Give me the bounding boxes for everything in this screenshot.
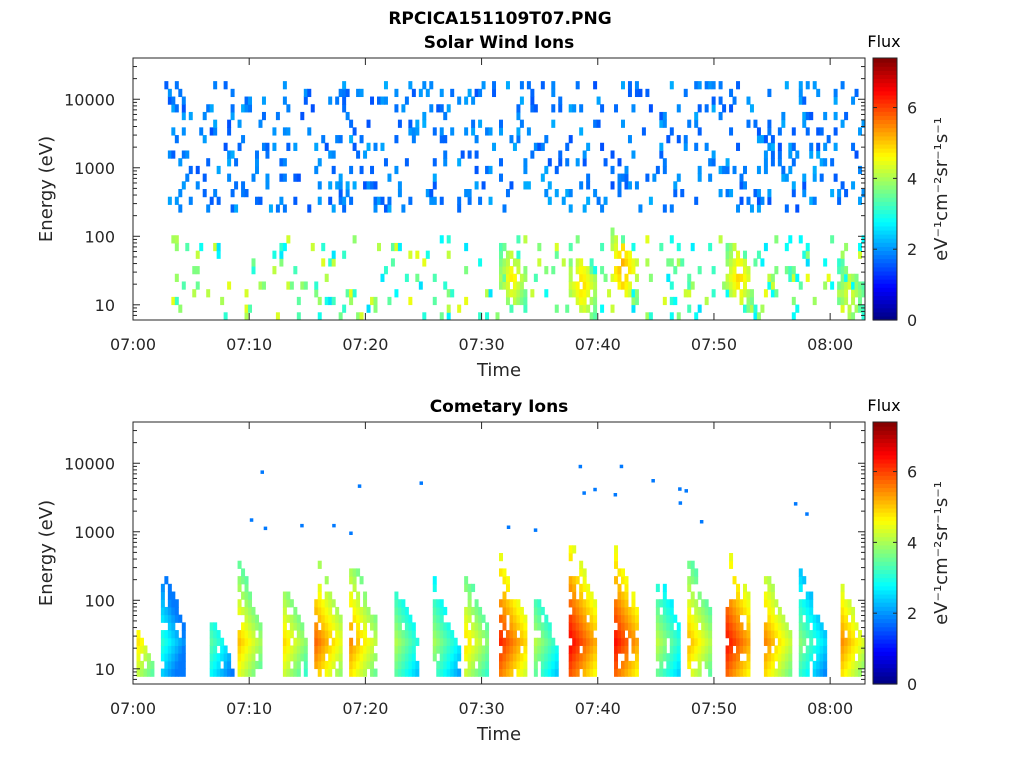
- colorbar-tick-label: 4: [907, 533, 917, 552]
- x-axis-label: Time: [476, 360, 521, 381]
- x-tick-label: 07:20: [342, 335, 388, 354]
- y-tick-label: 10000: [64, 90, 115, 109]
- y-axis-label: Energy (eV): [36, 500, 57, 606]
- y-axis-label: Energy (eV): [36, 136, 57, 242]
- y-axis: 10 100 1000 10000 Energy (eV): [36, 421, 865, 685]
- x-tick-label: 07:10: [226, 699, 272, 718]
- colorbar-tick-label: 6: [907, 463, 917, 482]
- colorbar: 0 2 4 6 Flux eV⁻¹cm⁻²sr⁻¹s⁻¹: [867, 32, 952, 330]
- y-tick-label: 100: [84, 227, 115, 246]
- y-axis: 10 100 1000 10000 Energy (eV): [36, 57, 865, 321]
- x-tick-label: 07:50: [691, 699, 737, 718]
- x-tick-label: 07:00: [110, 699, 156, 718]
- panel-title: Cometary Ions: [430, 397, 569, 417]
- x-tick-label: 07:10: [226, 335, 272, 354]
- x-tick-label: 08:00: [807, 699, 853, 718]
- colorbar-title: Flux: [867, 396, 900, 415]
- x-tick-label: 07:50: [691, 335, 737, 354]
- plot-frame: [132, 57, 866, 321]
- panel-cometary: Cometary Ions 10 100 1000 10000 Energy (eV) 07…: [36, 396, 952, 745]
- colorbar: 0 2 4 6 Flux eV⁻¹cm⁻²sr⁻¹s⁻¹: [867, 396, 952, 694]
- x-tick-label: 07:40: [575, 699, 621, 718]
- figure-title: RPCICA151109T07.PNG: [388, 9, 611, 29]
- x-axis: 07:00 07:10 07:20 07:30 07:40 07:50 08:00 Time: [110, 58, 853, 381]
- colorbar-tick-label: 2: [907, 604, 917, 623]
- x-tick-label: 07:00: [110, 335, 156, 354]
- colorbar-label: eV⁻¹cm⁻²sr⁻¹s⁻¹: [931, 117, 952, 261]
- x-axis: 07:00 07:10 07:20 07:30 07:40 07:50 08:00 Time: [110, 422, 853, 745]
- x-tick-label: 08:00: [807, 335, 853, 354]
- panel-solar-wind: Solar Wind Ions 10 100 1000 10000 Energy (eV)…: [36, 32, 952, 381]
- plot-frame: [132, 421, 866, 685]
- colorbar-tick-label: 2: [907, 240, 917, 259]
- x-tick-label: 07:30: [459, 699, 505, 718]
- spectrogram-pixels: [136, 464, 866, 677]
- x-axis-label: Time: [476, 724, 521, 745]
- colorbar-label: eV⁻¹cm⁻²sr⁻¹s⁻¹: [931, 481, 952, 625]
- y-tick-label: 100: [84, 591, 115, 610]
- y-tick-label: 10: [95, 296, 115, 315]
- x-tick-label: 07:20: [342, 699, 388, 718]
- x-tick-label: 07:40: [575, 335, 621, 354]
- spectrogram-pixels: [164, 81, 866, 321]
- panel-title: Solar Wind Ions: [424, 33, 575, 53]
- y-tick-label: 10: [95, 660, 115, 679]
- y-tick-label: 10000: [64, 454, 115, 473]
- y-tick-label: 1000: [74, 523, 115, 542]
- colorbar-tick-label: 0: [907, 675, 917, 694]
- colorbar-title: Flux: [867, 32, 900, 51]
- x-tick-label: 07:30: [459, 335, 505, 354]
- colorbar-tick-label: 0: [907, 311, 917, 330]
- colorbar-tick-label: 6: [907, 99, 917, 118]
- y-tick-label: 1000: [74, 159, 115, 178]
- colorbar-tick-label: 4: [907, 169, 917, 188]
